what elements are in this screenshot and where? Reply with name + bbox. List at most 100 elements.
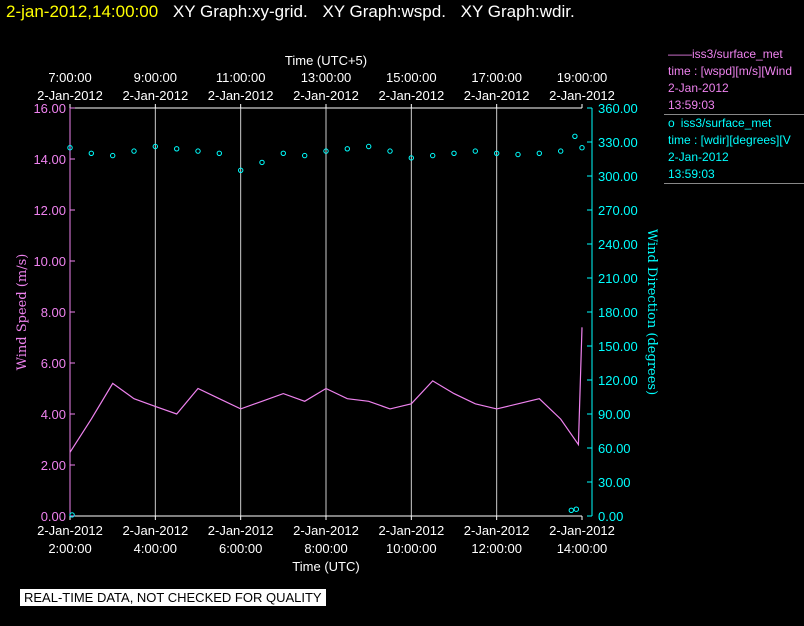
wdir-point <box>259 159 265 166</box>
wdir-point <box>238 167 244 174</box>
timestamp: 2-jan-2012,14:00:00 <box>6 2 159 21</box>
bottom-tick-date: 2-Jan-2012 <box>464 523 530 538</box>
wdir-point <box>216 150 223 157</box>
wspd-series-line <box>69 327 583 453</box>
top-tick-date: 2-Jan-2012 <box>464 88 530 103</box>
top-tick-time: 13:00:00 <box>301 70 352 85</box>
top-tick-time: 17:00:00 <box>471 70 522 85</box>
bottom-tick-time: 12:00:00 <box>471 541 522 556</box>
right-tick-label: 270.00 <box>598 203 638 218</box>
left-tick-label: 8.00 <box>41 305 66 320</box>
wdir-point <box>280 150 286 157</box>
wdir-point <box>451 150 457 157</box>
legend-marker-line: —— <box>668 47 692 61</box>
wdir-point <box>195 148 201 154</box>
top-axis-title: Time (UTC+5) <box>285 53 367 68</box>
left-tick-label: 14.00 <box>33 152 66 167</box>
wdir-point <box>430 152 436 159</box>
wdir-point <box>88 150 95 157</box>
wdir-point <box>302 152 308 159</box>
wdir-point <box>536 150 542 157</box>
right-tick-label: 90.00 <box>598 407 631 422</box>
right-tick-label: 150.00 <box>598 339 638 354</box>
legend-desc: time : [wdir][degrees][V <box>668 133 791 147</box>
top-tick-time: 7:00:00 <box>48 70 91 85</box>
bottom-tick-time: 8:00:00 <box>304 541 347 556</box>
right-tick-label: 180.00 <box>598 305 638 320</box>
bottom-tick-time: 10:00:00 <box>386 541 437 556</box>
top-tick-date: 2-Jan-2012 <box>293 88 359 103</box>
left-tick-label: 2.00 <box>41 458 66 473</box>
left-tick-label: 16.00 <box>33 101 66 116</box>
top-tick-date: 2-Jan-2012 <box>208 88 274 103</box>
legend-date: 2-Jan-2012 <box>668 81 729 95</box>
left-tick-label: 10.00 <box>33 254 66 269</box>
bottom-tick-time: 4:00:00 <box>134 541 177 556</box>
graph-title-grid: XY Graph:xy-grid. <box>172 2 308 21</box>
wdir-point <box>387 148 393 154</box>
title-bar: 2-jan-2012,14:00:00 XY Graph:xy-grid. XY… <box>6 2 575 22</box>
bottom-tick-date: 2-Jan-2012 <box>37 523 103 538</box>
legend-divider <box>664 183 804 184</box>
wdir-point <box>494 150 500 157</box>
legend-entry-wspd: ——iss3/surface_met time : [wspd][m/s][Wi… <box>664 46 804 114</box>
top-tick-time: 19:00:00 <box>557 70 608 85</box>
right-tick-label: 120.00 <box>598 373 638 388</box>
wdir-point <box>572 133 578 140</box>
legend-name: iss3/surface_met <box>680 116 772 130</box>
legend-time: 13:59:03 <box>668 167 715 181</box>
graph-title-wspd: XY Graph:wspd. <box>322 2 446 21</box>
qc-warning-banner: REAL-TIME DATA, NOT CHECKED FOR QUALITY <box>20 589 326 606</box>
wdir-point <box>579 145 585 151</box>
right-tick-label: 60.00 <box>598 441 631 456</box>
legend-marker-circle: o <box>668 116 675 130</box>
top-tick-date: 2-Jan-2012 <box>549 88 615 103</box>
right-tick-label: 240.00 <box>598 237 638 252</box>
left-tick-label: 6.00 <box>41 356 66 371</box>
top-tick-date: 2-Jan-2012 <box>37 88 103 103</box>
bottom-axis-title: Time (UTC) <box>292 559 359 574</box>
top-tick-time: 15:00:00 <box>386 70 437 85</box>
legend-divider <box>664 114 804 115</box>
bottom-tick-date: 2-Jan-2012 <box>293 523 359 538</box>
wdir-point <box>110 152 116 159</box>
bottom-tick-date: 2-Jan-2012 <box>122 523 188 538</box>
legend: ——iss3/surface_met time : [wspd][m/s][Wi… <box>664 46 804 184</box>
right-tick-label: 300.00 <box>598 169 638 184</box>
legend-name: iss3/surface_met <box>692 47 783 61</box>
graph-title-wdir: XY Graph:wdir. <box>460 2 575 21</box>
wdir-point <box>323 148 329 154</box>
top-tick-time: 9:00:00 <box>134 70 177 85</box>
legend-time: 13:59:03 <box>668 98 715 112</box>
wdir-point <box>344 146 350 152</box>
wdir-point <box>69 512 75 518</box>
right-tick-label: 330.00 <box>598 135 638 150</box>
bottom-tick-date: 2-Jan-2012 <box>549 523 615 538</box>
wdir-point <box>131 148 137 154</box>
wdir-point <box>152 143 159 150</box>
wdir-point <box>366 143 372 150</box>
left-axis-title: Wind Speed (m/s) <box>15 254 30 371</box>
legend-date: 2-Jan-2012 <box>668 150 729 164</box>
top-tick-time: 11:00:00 <box>216 70 266 85</box>
legend-entry-wdir: o iss3/surface_met time : [wdir][degrees]… <box>664 115 804 183</box>
left-tick-label: 4.00 <box>41 407 66 422</box>
top-tick-date: 2-Jan-2012 <box>378 88 444 103</box>
bottom-tick-time: 14:00:00 <box>557 541 608 556</box>
wdir-point <box>515 151 521 158</box>
wdir-point <box>573 506 579 512</box>
bottom-tick-time: 6:00:00 <box>219 541 262 556</box>
wdir-point <box>408 155 414 161</box>
right-tick-label: 360.00 <box>598 101 638 116</box>
legend-desc: time : [wspd][m/s][Wind <box>668 64 793 78</box>
wdir-point <box>472 148 478 154</box>
wdir-point <box>67 145 73 151</box>
wdir-point <box>174 146 180 152</box>
left-tick-label: 12.00 <box>33 203 66 218</box>
bottom-tick-date: 2-Jan-2012 <box>378 523 444 538</box>
wdir-point <box>558 148 564 154</box>
right-tick-label: 210.00 <box>598 271 638 286</box>
top-tick-date: 2-Jan-2012 <box>122 88 188 103</box>
right-tick-label: 30.00 <box>598 475 631 490</box>
